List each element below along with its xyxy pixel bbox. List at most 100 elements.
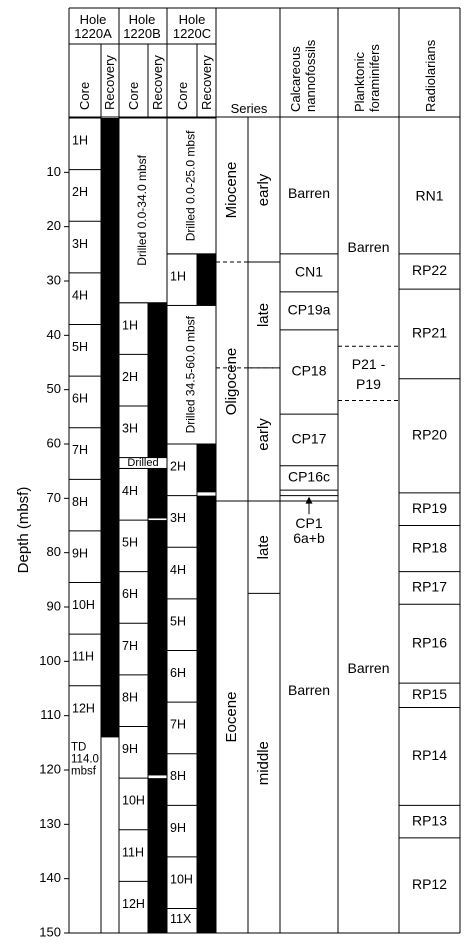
depth-tick-label: 130 (39, 816, 61, 831)
recovery-bar (148, 520, 167, 776)
recovery-header-c: Recovery (199, 55, 214, 110)
core-label: 12H (72, 701, 95, 715)
nanno-zone-label: CP17 (291, 431, 326, 447)
figure-content: 10 20 30 40 50 60 70 80 90 100 110 120 130 140 150 1H 2H… (39, 117, 460, 939)
radio-header: Radiolarians (423, 39, 438, 112)
depth-tick-label: 140 (39, 870, 61, 885)
core-label: 7H (122, 639, 138, 653)
hole-1220b-label: Hole (129, 12, 156, 27)
core-label: 8H (72, 495, 88, 509)
radio-zone-label: RP15 (412, 686, 447, 702)
nanno-zone-label: CP19a (288, 302, 331, 318)
core-label: 9H (122, 742, 138, 756)
core-label: 9H (72, 546, 88, 560)
core-label: 12H (122, 897, 145, 911)
radio-zone-label: RP16 (412, 634, 447, 650)
core-label: 4H (122, 484, 138, 498)
drilled-interval (166, 304, 217, 445)
recovery-bar (101, 118, 119, 738)
nanno-header-line2: nannofossils (303, 39, 318, 112)
subepoch-label: late (255, 303, 272, 327)
hole-1220a-label: Hole (80, 12, 107, 27)
foram-header-line1: Planktonic (352, 52, 367, 112)
nanno-header-line1: Calcareous (288, 46, 303, 112)
epoch-label: Miocene (223, 162, 240, 219)
depth-tick-label: 40 (47, 327, 61, 342)
nanno-zone-label: Barren (288, 682, 330, 698)
core-label: 11H (72, 650, 94, 664)
depth-tick-label: 110 (40, 707, 61, 722)
radio-zone-label: RP19 (412, 500, 447, 516)
series-header: Series (231, 101, 268, 116)
depth-tick-label: 80 (47, 544, 61, 559)
core-label: 2H (170, 460, 186, 474)
drilled-label: Drilled (127, 457, 158, 469)
hole-1220c-label: Hole (179, 12, 206, 27)
core-label: 3H (72, 237, 88, 251)
radio-zone-label: RP17 (412, 579, 447, 595)
core-label: 7H (170, 718, 186, 732)
core-label: 2H (72, 185, 88, 199)
td-label: 114.0 (71, 753, 99, 765)
hole-1220c-id: 1220C (173, 26, 211, 41)
subepoch-label: early (255, 173, 272, 206)
radio-zone-label: RP22 (412, 262, 447, 278)
radio-zone-label: RP14 (412, 747, 447, 763)
radio-zone-label: RN1 (415, 187, 443, 203)
recovery-header-a: Recovery (102, 55, 117, 110)
recovery-header-b: Recovery (150, 55, 165, 110)
epoch-label: Eocene (223, 692, 240, 743)
core-label: 5H (72, 340, 88, 354)
subepoch-label: middle (255, 741, 272, 785)
td-label: TD (71, 741, 86, 753)
radio-zone-label: RP13 (412, 812, 447, 828)
foram-zone-label: P19 (356, 376, 381, 392)
depth-tick-label: 120 (39, 761, 61, 776)
recovery-bar (148, 302, 167, 458)
nanno-zone-label: CP18 (291, 363, 326, 379)
core-header-c: Core (175, 82, 190, 110)
core-label: 5H (170, 614, 186, 628)
core-label: 1H (170, 269, 186, 283)
core-label: 1H (72, 134, 88, 148)
depth-tick-label: 50 (47, 381, 61, 396)
core-label: 5H (122, 536, 138, 550)
depth-tick-label: 90 (47, 598, 61, 613)
depth-tick-label: 60 (47, 435, 61, 450)
hole-1220a-id: 1220A (74, 26, 112, 41)
core-header-a: Core (77, 82, 92, 110)
core-label: 7H (72, 443, 88, 457)
radio-zone-label: RP12 (412, 876, 447, 892)
depth-axis-title: Depth (mbsf) (15, 487, 32, 574)
core-label: 4H (170, 563, 186, 577)
core-label: 2H (122, 370, 138, 384)
hole-1220b-id: 1220B (123, 26, 161, 41)
core-label: 6H (122, 587, 138, 601)
recovery-bar (197, 253, 216, 306)
cp1-arrow-head (305, 496, 313, 504)
core-label: 10H (170, 872, 193, 886)
nanno-cp1-sublabel: 6a+b (293, 530, 325, 546)
td-label: mbsf (71, 765, 97, 777)
recovery-bar (148, 778, 167, 933)
core-label: 4H (72, 288, 88, 302)
core-label: 3H (122, 421, 138, 435)
depth-tick-label: 70 (47, 490, 61, 505)
foram-zone-label: Barren (347, 239, 389, 255)
depth-tick-label: 20 (47, 218, 61, 233)
core-label: 8H (122, 690, 138, 704)
nanno-zone-label: Barren (288, 185, 330, 201)
core-label: 1H (122, 318, 138, 332)
depth-tick-label: 150 (39, 924, 61, 939)
core-label: 6H (72, 392, 88, 406)
nanno-zone-label: CP16c (288, 469, 330, 485)
depth-tick-label: 30 (47, 272, 61, 287)
drilled-interval (118, 457, 168, 469)
core-label: 11H (122, 845, 144, 859)
core-label: 3H (170, 511, 186, 525)
core-label: 9H (170, 821, 186, 835)
recovery-bar (197, 495, 216, 933)
core-label: 11X (170, 912, 192, 926)
recovery-bar (197, 444, 216, 493)
core-label: 10H (122, 794, 145, 808)
